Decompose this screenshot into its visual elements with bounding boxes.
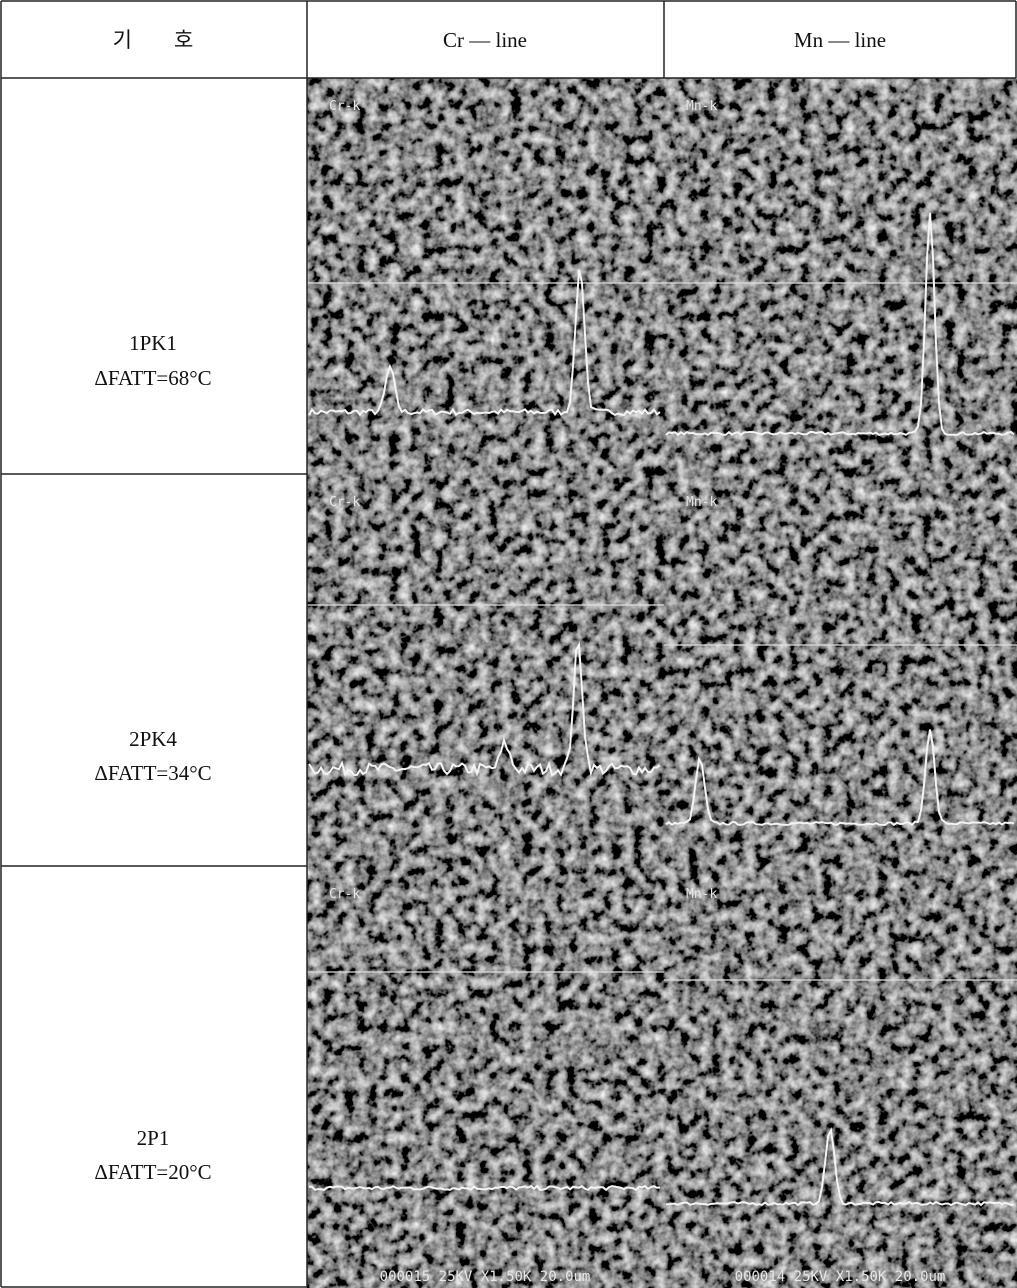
sample-condition: ΔFATT=34°C — [94, 761, 211, 785]
element-label: Cr-k — [329, 99, 360, 114]
sample-condition: ΔFATT=20°C — [94, 1160, 211, 1184]
element-label: Mn-k — [686, 99, 717, 114]
image-caption: 000014 25KV X1.50K 20.0um — [735, 1269, 946, 1285]
element-label: Cr-k — [329, 887, 360, 902]
micrograph — [307, 866, 664, 1288]
micrograph — [664, 474, 1017, 866]
header-cell: Mn — line — [794, 28, 886, 52]
page: Cr-k Mn-k Cr-k Mn-k Cr-k Mn-k 000015 25KV X1.5… — [0, 0, 1017, 1288]
header-cell: Cr — line — [443, 28, 527, 52]
micrograph — [664, 78, 1017, 474]
micrographs: Cr-k Mn-k Cr-k Mn-k Cr-k Mn-k 000015 25KV X1.5… — [307, 78, 1017, 1288]
element-label: Cr-k — [329, 495, 360, 510]
image-caption: 000015 25KV X1.50K 20.0um — [380, 1269, 591, 1285]
element-label: Mn-k — [686, 887, 717, 902]
sample-id: 2P1 — [137, 1126, 170, 1150]
sample-id: 1PK1 — [129, 331, 177, 355]
sample-id: 2PK4 — [129, 727, 177, 751]
sample-condition: ΔFATT=68°C — [94, 366, 211, 390]
micrograph — [664, 866, 1017, 1288]
element-label: Mn-k — [686, 495, 717, 510]
header-cell: 기 호 — [113, 28, 194, 52]
micrograph — [307, 474, 664, 866]
